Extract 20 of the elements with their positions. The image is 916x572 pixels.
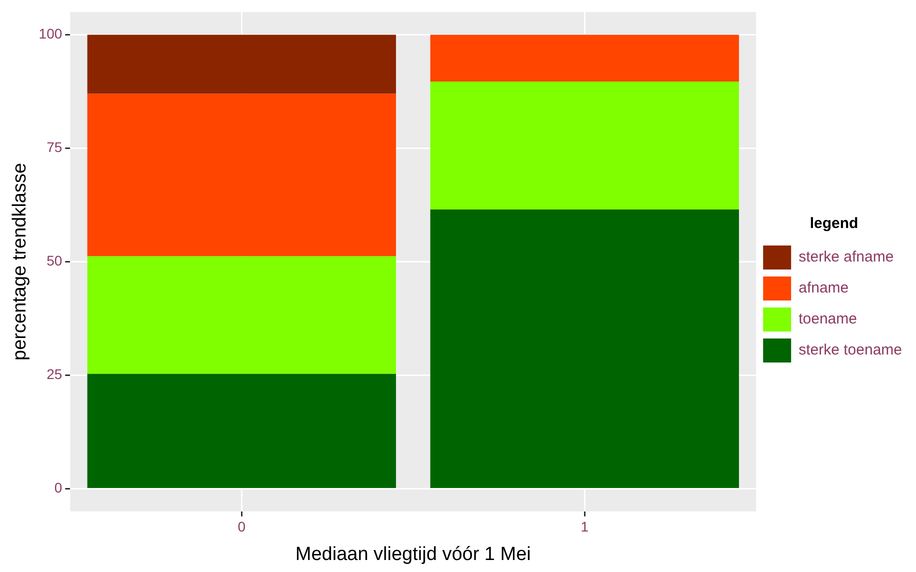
y-tick-label: 100 — [38, 26, 62, 42]
y-tick-label: 0 — [54, 480, 62, 496]
legend-label: toename — [798, 310, 857, 328]
legend-label: afname — [798, 280, 849, 297]
y-axis-title: percentage trendklasse — [10, 162, 31, 360]
bar — [87, 374, 396, 488]
y-tick-label: 50 — [46, 252, 62, 269]
x-axis-title: Mediaan vliegtijd vóór 1 Mei — [295, 544, 531, 565]
y-tick-label: 25 — [46, 366, 62, 382]
bar — [430, 34, 739, 82]
bar — [430, 209, 739, 488]
legend-title: legend — [810, 215, 858, 232]
y-tick-label: 75 — [46, 139, 62, 156]
x-tick-label: 1 — [580, 518, 589, 535]
legend-label: sterke afname — [798, 248, 894, 266]
bar — [87, 256, 396, 374]
bar — [87, 94, 396, 256]
legend-label: sterke toename — [798, 342, 902, 359]
bar — [430, 81, 739, 210]
bar — [87, 34, 396, 94]
